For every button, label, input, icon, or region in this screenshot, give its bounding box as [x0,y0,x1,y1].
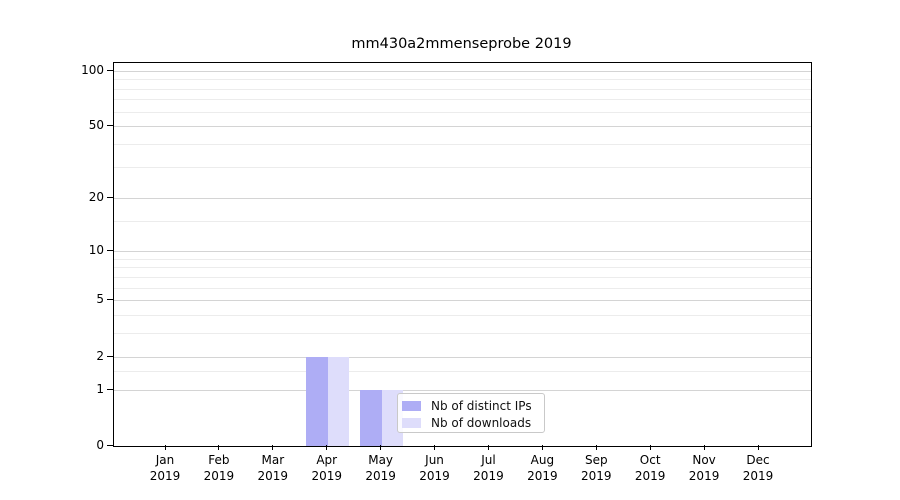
y-tick-label: 5 [96,292,104,307]
x-tick-month: Jan [155,453,175,467]
x-tick-mark [757,445,759,450]
bar-distinct-ips [360,389,382,446]
legend: Nb of distinct IPs Nb of downloads [397,393,545,433]
x-tick-month: Nov [692,453,716,467]
x-tick-month: Oct [639,453,661,467]
y-tick-label: 1 [96,381,104,396]
chart-title: mm430a2mmenseprobe 2019 [351,36,572,52]
y-tick-label: 50 [88,118,104,133]
x-tick-mark [703,445,705,450]
x-tick-month: Feb [208,453,230,467]
x-tick-month: Dec [746,453,770,467]
y-gridline-major [114,126,811,128]
x-tick-month: May [368,453,394,467]
x-tick-year: 2019 [419,469,450,483]
y-gridline-minor [114,287,811,289]
x-tick-year: 2019 [688,469,720,483]
y-gridline-major [114,389,811,391]
y-gridline-minor [114,79,811,81]
x-tick-month: Sep [584,453,608,467]
y-tick-label: 0 [96,438,104,452]
x-tick-label: Jun 2019 [403,452,467,484]
x-tick-month: Jul [481,453,496,467]
x-tick-label: Oct 2019 [618,452,682,484]
x-tick-mark [649,445,651,450]
x-tick-mark [595,445,597,450]
x-tick-mark [541,445,543,450]
y-gridline-minor [114,88,811,90]
x-tick-month: Jun [425,453,444,467]
x-tick-mark [326,445,328,450]
y-tick-label: 20 [88,190,104,205]
x-tick-year: 2019 [742,469,774,483]
x-tick-label: Feb 2019 [187,452,251,484]
y-gridline-minor [114,143,811,145]
y-gridline-major [114,70,811,72]
x-tick-year: 2019 [203,469,235,483]
x-tick-mark [487,445,489,450]
x-tick-label: Mar 2019 [241,452,305,484]
y-tick-label: 10 [88,242,104,257]
y-tick-mark [107,355,113,357]
y-gridline-minor [114,333,811,335]
bar-distinct-ips [306,356,328,446]
x-tick-year: 2019 [634,469,666,483]
y-tick-mark [107,197,113,199]
y-gridline-major [114,250,811,252]
x-tick-year: 2019 [580,469,612,483]
legend-label-distinct-ips: Nb of distinct IPs [431,398,532,413]
y-gridline-minor [114,258,811,260]
x-tick-year: 2019 [527,469,558,483]
x-tick-label: Aug 2019 [510,452,574,484]
x-tick-mark [164,445,166,450]
y-gridline-minor [114,99,811,101]
legend-item-downloads: Nb of downloads [402,414,536,431]
x-tick-label: Jul 2019 [456,452,520,484]
y-gridline-minor [114,315,811,317]
y-tick-mark [107,299,113,301]
y-gridline-major [114,356,811,358]
y-gridline-minor [114,371,811,373]
plot-area [113,62,812,447]
x-tick-month: Aug [530,453,555,467]
x-tick-label: May 2019 [349,452,413,484]
x-tick-mark [272,445,274,450]
y-gridline-minor [114,166,811,168]
x-tick-mark [380,445,382,450]
y-tick-label: 100 [81,62,104,77]
x-tick-label: Nov 2019 [672,452,736,484]
y-tick-label: 2 [96,348,104,363]
x-tick-year: 2019 [257,469,289,483]
x-tick-mark [434,445,436,450]
legend-swatch-distinct-ips [402,400,421,411]
x-tick-label: Sep 2019 [564,452,628,484]
y-gridline-minor [114,220,811,222]
y-gridline-minor [114,111,811,113]
y-gridline-major [114,300,811,302]
x-tick-month: Mar [261,453,285,467]
y-gridline-minor [114,267,811,269]
legend-swatch-downloads [402,417,421,428]
x-tick-year: 2019 [311,469,342,483]
y-gridline-minor [114,276,811,278]
y-tick-mark [107,69,113,71]
x-tick-year: 2019 [365,469,396,483]
x-tick-year: 2019 [473,469,504,483]
legend-item-distinct-ips: Nb of distinct IPs [402,397,536,414]
x-tick-label: Jan 2019 [133,452,197,484]
x-tick-label: Apr 2019 [295,452,359,484]
x-tick-label: Dec 2019 [726,452,790,484]
x-tick-month: Apr [316,453,338,467]
y-tick-mark [107,249,113,251]
bar-downloads [327,356,350,446]
x-tick-mark [218,445,220,450]
y-tick-mark [107,445,113,446]
y-tick-mark [107,388,113,390]
x-tick-year: 2019 [149,469,181,483]
y-gridline-major [114,198,811,200]
y-tick-mark [107,125,113,127]
legend-label-downloads: Nb of downloads [431,415,532,430]
